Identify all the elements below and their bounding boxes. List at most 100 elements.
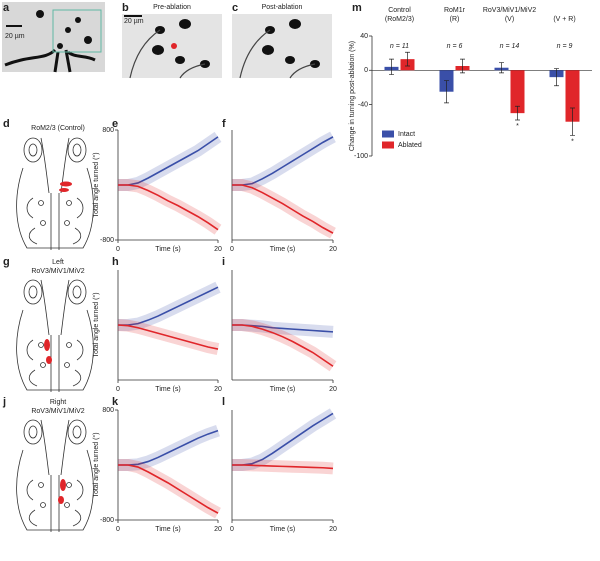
n-label: n = 6: [447, 43, 463, 50]
mean-trace: [232, 184, 334, 234]
category-label: (R): [450, 16, 460, 23]
x-axis-label: Time (s): [155, 386, 180, 393]
n-label: n = 11: [390, 43, 409, 50]
x-tick-label: 20: [329, 526, 337, 533]
x-tick-label: 20: [329, 386, 337, 393]
x-tick-label: 0: [230, 246, 234, 253]
panel-label: d: [3, 118, 10, 130]
panel-label: j: [2, 396, 6, 408]
trace-band: [118, 179, 222, 235]
image-a: 20 µm: [2, 2, 105, 73]
x-tick-label: 20: [214, 386, 222, 393]
legend-swatch: [382, 141, 394, 149]
error-bar: [444, 80, 449, 104]
category-label: (V): [505, 16, 514, 23]
y-axis-label: Change in turning post-ablation (%): [349, 41, 356, 151]
panel-label: l: [222, 396, 225, 408]
error-bar: [499, 62, 504, 74]
panel-label: b: [122, 2, 129, 14]
y-tick-label: 800: [102, 407, 114, 414]
panel-label: i: [222, 256, 225, 268]
significance-mark: *: [571, 138, 574, 145]
image-c: Post-ablation: [232, 4, 332, 79]
trace-band: [118, 131, 222, 191]
schematic-label: Left: [52, 259, 64, 266]
trace-band: [232, 131, 336, 191]
x-tick-label: 0: [116, 526, 120, 533]
y-tick-label: -800: [100, 517, 114, 524]
scale-bar-label: 20 µm: [124, 18, 144, 25]
image-title: Pre-ablation: [153, 4, 191, 11]
panel-label: a: [3, 2, 10, 14]
scale-bar-label: 20 µm: [5, 33, 25, 40]
x-axis-label: Time (s): [270, 386, 295, 393]
x-tick-label: 20: [329, 246, 337, 253]
category-label: Control: [388, 7, 411, 14]
y-axis-label: Total angle turned (°): [92, 432, 100, 497]
y-tick-label: -800: [100, 237, 114, 244]
schematic-j: Right RoV3/MiV1/MiV2: [16, 399, 94, 533]
trace-band: [118, 459, 221, 519]
panel-label: m: [352, 2, 362, 14]
mean-trace: [232, 412, 334, 466]
error-bar: [460, 58, 465, 74]
y-axis-label: Total angle turned (°): [92, 292, 100, 357]
category-label: RoM1r: [444, 7, 466, 14]
y-tick-label: 40: [360, 33, 368, 40]
trace-band: [232, 408, 337, 471]
error-bar: [405, 51, 410, 67]
y-tick-label: 800: [102, 127, 114, 134]
mean-trace: [118, 184, 219, 231]
x-axis-label: Time (s): [270, 246, 295, 253]
bar: [565, 70, 580, 122]
legend-swatch: [382, 130, 394, 138]
bar: [510, 70, 525, 114]
x-tick-label: 20: [214, 246, 222, 253]
legend-label: Intact: [398, 131, 415, 138]
y-axis-label: Total angle turned (°): [92, 152, 100, 217]
mean-trace: [232, 464, 334, 470]
mean-trace: [117, 324, 219, 350]
category-label: (V + R): [553, 16, 575, 23]
significance-mark: *: [516, 123, 519, 130]
trace-band: [118, 281, 221, 331]
category-label: RoV3/MiV1/MiV2: [483, 7, 536, 14]
mean-trace: [118, 136, 219, 186]
schematic-label: RoV3/MiV1/MiV2: [31, 408, 84, 415]
panel-label: k: [112, 396, 119, 408]
image-b: 20 µm Pre-ablation: [122, 4, 222, 79]
y-tick-label: -100: [354, 153, 368, 160]
category-label: (RoM2/3): [385, 16, 414, 23]
panel-label: h: [112, 256, 119, 268]
n-label: n = 9: [557, 43, 573, 50]
schematic-label: RoV3/MiV1/MiV2: [31, 268, 84, 275]
panel-label: g: [3, 256, 10, 268]
panel-label: e: [112, 118, 118, 130]
mean-trace: [232, 324, 334, 367]
n-label: n = 14: [500, 43, 520, 50]
x-tick-label: 0: [116, 386, 120, 393]
mean-trace: [118, 286, 219, 326]
schematic-d: RoM2/3 (Control): [16, 125, 94, 251]
trace-band: [232, 179, 336, 239]
x-tick-label: 0: [230, 526, 234, 533]
x-tick-label: 20: [214, 526, 222, 533]
x-axis-label: Time (s): [155, 526, 180, 533]
panel-label: f: [222, 118, 226, 130]
error-bar: [515, 105, 520, 121]
legend-label: Ablated: [398, 142, 422, 149]
schematic-label: Right: [50, 399, 66, 406]
x-tick-label: 0: [116, 246, 120, 253]
mean-trace: [232, 136, 334, 186]
x-axis-label: Time (s): [270, 526, 295, 533]
mean-trace: [118, 429, 219, 466]
mean-trace: [118, 464, 219, 514]
error-bar: [570, 107, 575, 136]
y-tick-label: 0: [364, 67, 368, 74]
y-tick-label: -40: [358, 101, 368, 108]
error-bar: [554, 68, 559, 87]
x-axis-label: Time (s): [155, 246, 180, 253]
schematic-g: Left RoV3/MiV1/MiV2: [16, 259, 94, 393]
schematic-label: RoM2/3 (Control): [31, 125, 85, 132]
